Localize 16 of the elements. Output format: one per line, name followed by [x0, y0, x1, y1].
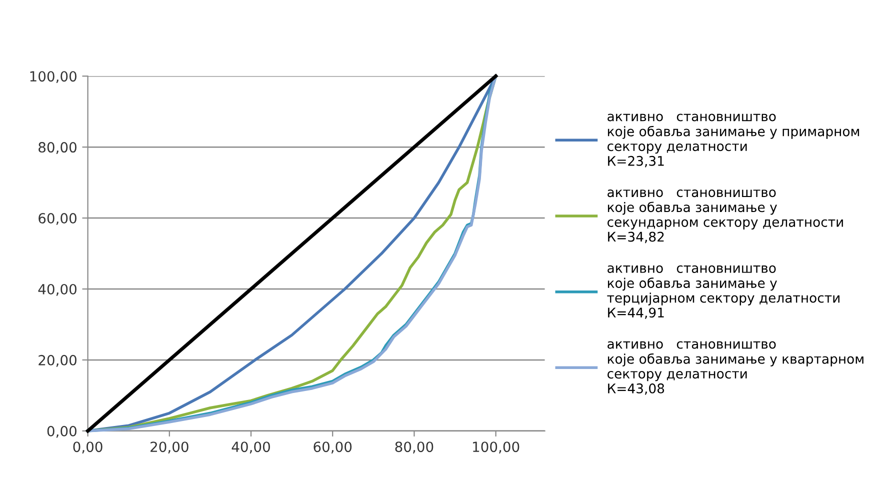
legend-label: активно становништво које обавља занимање у терцијарном сектору делатности К=44,91 [607, 265, 840, 319]
y-tick-label: 0,00 [47, 426, 76, 438]
x-tick-label: 100,00 [473, 442, 520, 454]
x-tick-label: 20,00 [150, 442, 188, 454]
legend-label: активно становништво које обавља занимање у квартарном сектору делатности К=43,08 [608, 341, 864, 395]
legend-label: активно становништво које обавља занимање у секундарном сектору делатности К=34,82 [608, 190, 843, 244]
x-tick-label: 0,00 [73, 442, 102, 454]
y-tick-label: 40,00 [38, 284, 76, 296]
x-tick-label: 80,00 [395, 442, 434, 454]
y-tick-label: 20,00 [38, 354, 76, 367]
y-tick-label: 100,00 [30, 71, 76, 84]
y-tick-label: 80,00 [38, 142, 76, 154]
x-tick-label: 40,00 [232, 442, 270, 454]
y-tick-label: 60,00 [38, 213, 76, 225]
x-tick-label: 60,00 [314, 442, 352, 454]
legend-label: активно становништво које обавља занимање у примарном сектору делатности К=23,31 [608, 114, 860, 168]
